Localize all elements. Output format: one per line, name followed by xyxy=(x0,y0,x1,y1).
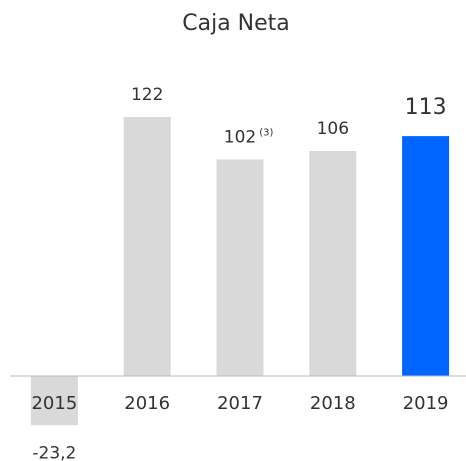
bar xyxy=(30,376,78,426)
value-label: 113 xyxy=(405,95,447,120)
bar xyxy=(309,150,357,376)
value-label: -23,2 xyxy=(32,443,76,461)
bar xyxy=(216,159,264,376)
x-tick-label: 2016 xyxy=(124,393,170,414)
chart-title: Caja Neta xyxy=(182,11,290,36)
footnote-mark: (3) xyxy=(259,127,273,138)
value-label: 102 xyxy=(224,127,256,147)
x-tick-label: 2015 xyxy=(31,393,77,414)
x-tick-label: 2017 xyxy=(217,393,263,414)
value-label: 106 xyxy=(317,119,349,139)
bar xyxy=(123,117,171,376)
x-tick-label: 2018 xyxy=(310,393,356,414)
bar xyxy=(402,136,450,376)
value-label: 122 xyxy=(131,85,163,105)
x-tick-label: 2019 xyxy=(403,393,449,414)
